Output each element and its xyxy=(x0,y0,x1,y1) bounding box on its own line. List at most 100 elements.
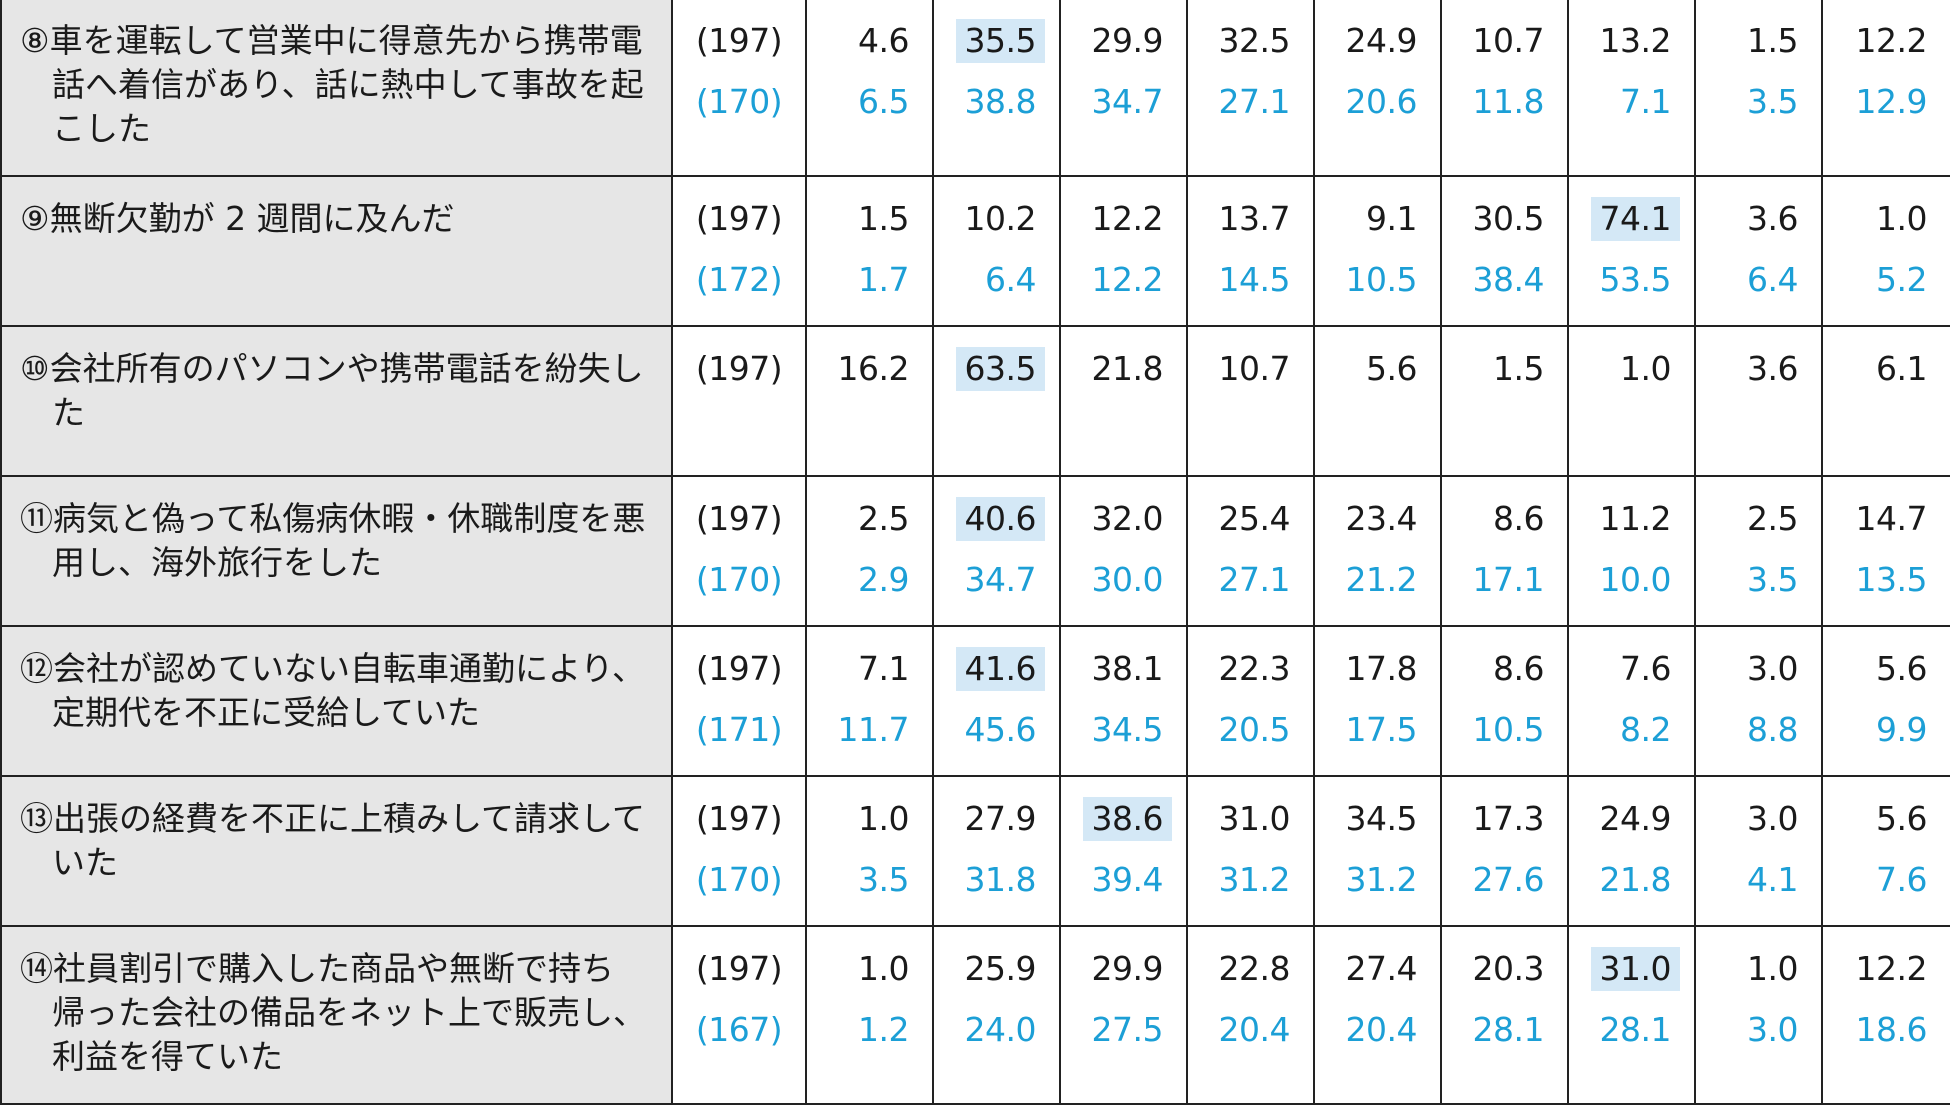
value-cell: 9.1 10.5 xyxy=(1313,175,1442,327)
value-cell: 1.0 1.2 xyxy=(805,925,934,1105)
value-bottom: 1.2 xyxy=(858,1010,909,1049)
highlighted-value-top: 31.0 xyxy=(1590,947,1680,991)
value-bottom: 7.6 xyxy=(1876,860,1927,899)
value-cell: 12.2 12.2 xyxy=(1059,175,1188,327)
row-label-cell: ⑪病気と偽って私傷病休暇・休職制度を悪 用し、海外旅行をした xyxy=(0,475,673,627)
value-bottom: 34.7 xyxy=(964,560,1037,599)
sample-size-top: (197) xyxy=(695,349,783,388)
value-bottom: 17.1 xyxy=(1472,560,1545,599)
row-label-line: いた xyxy=(52,843,118,882)
value-bottom: 12.2 xyxy=(1091,260,1164,299)
sample-size-top: (197) xyxy=(695,949,783,988)
value-cell: 8.6 10.5 xyxy=(1440,625,1569,777)
value-top: 7.6 xyxy=(1620,649,1671,688)
value-top: 3.0 xyxy=(1747,799,1798,838)
value-bottom: 14.5 xyxy=(1218,260,1291,299)
value-cell: 3.6 6.4 xyxy=(1694,175,1823,327)
value-top: 30.5 xyxy=(1472,199,1545,238)
value-cell: 1.5 3.5 xyxy=(1694,0,1823,177)
value-top: 2.5 xyxy=(1747,499,1798,538)
value-top: 5.6 xyxy=(1876,649,1927,688)
value-bottom: 53.5 xyxy=(1599,260,1672,299)
value-bottom: 11.7 xyxy=(837,710,910,749)
row-label-line: た xyxy=(52,393,85,432)
value-top: 20.3 xyxy=(1472,949,1545,988)
row-label-cell: ⑭社員割引で購入した商品や無断で持ち 帰った会社の備品をネット上で販売し、 利益を得… xyxy=(0,925,673,1105)
value-top: 4.6 xyxy=(858,21,909,60)
value-bottom: 27.6 xyxy=(1472,860,1545,899)
value-cell: 1.5 xyxy=(1440,325,1569,477)
sample-size-bottom: (170) xyxy=(695,860,783,899)
value-top: 12.2 xyxy=(1855,21,1928,60)
value-cell: 30.5 38.4 xyxy=(1440,175,1569,327)
value-bottom: 45.6 xyxy=(964,710,1037,749)
value-top: 38.1 xyxy=(1091,649,1164,688)
value-bottom: 8.2 xyxy=(1620,710,1671,749)
value-top: 21.8 xyxy=(1091,349,1164,388)
row-label: ⑧車を運転して営業中に得意先から携帯電 話へ着信があり、話に熱中して事故を起 こした xyxy=(2,0,671,151)
value-top: 25.9 xyxy=(964,949,1037,988)
sample-size-cell: (197) (170) xyxy=(671,775,807,927)
value-bottom: 6.4 xyxy=(985,260,1036,299)
value-bottom: 10.0 xyxy=(1599,560,1672,599)
value-top: 1.0 xyxy=(858,949,909,988)
table-row: ⑧車を運転して営業中に得意先から携帯電 話へ着信があり、話に熱中して事故を起 こした… xyxy=(0,0,1950,177)
sample-size-bottom: (167) xyxy=(695,1010,783,1049)
value-cell: 27.9 31.8 xyxy=(932,775,1061,927)
highlighted-value-top: 40.6 xyxy=(955,497,1045,541)
value-top: 6.1 xyxy=(1876,349,1927,388)
row-label-line: ⑫会社が認めていない自転車通勤により、 xyxy=(20,649,646,688)
value-top: 27.9 xyxy=(964,799,1037,838)
value-bottom: 20.4 xyxy=(1218,1010,1291,1049)
sample-size-cell: (197) (167) xyxy=(671,925,807,1105)
value-cell: 5.6 9.9 xyxy=(1821,625,1950,777)
value-bottom: 20.4 xyxy=(1345,1010,1418,1049)
row-label-cell: ⑨無断欠勤が 2 週間に及んだ xyxy=(0,175,673,327)
value-top: 29.9 xyxy=(1091,949,1164,988)
value-cell: 22.3 20.5 xyxy=(1186,625,1315,777)
value-cell: 1.5 1.7 xyxy=(805,175,934,327)
row-label-cell: ⑩会社所有のパソコンや携帯電話を紛失した xyxy=(0,325,673,477)
value-top: 3.6 xyxy=(1747,349,1798,388)
sample-size-top: (197) xyxy=(695,199,783,238)
value-top: 11.2 xyxy=(1599,499,1672,538)
value-top: 1.0 xyxy=(858,799,909,838)
value-bottom: 10.5 xyxy=(1345,260,1418,299)
table-row: ⑫会社が認めていない自転車通勤により、 定期代を不正に受給していた (197) (17… xyxy=(0,625,1950,777)
value-cell: 14.7 13.5 xyxy=(1821,475,1950,627)
value-bottom: 5.2 xyxy=(1876,260,1927,299)
value-top: 5.6 xyxy=(1876,799,1927,838)
sample-size-top: (197) xyxy=(695,21,783,60)
value-cell: 7.6 8.2 xyxy=(1567,625,1696,777)
sample-size-bottom: (170) xyxy=(695,82,783,121)
row-label-cell: ⑫会社が認めていない自転車通勤により、 定期代を不正に受給していた xyxy=(0,625,673,777)
value-bottom: 20.6 xyxy=(1345,82,1418,121)
value-top: 32.0 xyxy=(1091,499,1164,538)
table-row: ⑪病気と偽って私傷病休暇・休職制度を悪 用し、海外旅行をした (197) (170) 2… xyxy=(0,475,1950,627)
row-label-line: ⑨無断欠勤が 2 週間に及んだ xyxy=(20,199,455,238)
value-top: 27.4 xyxy=(1345,949,1418,988)
value-top: 17.3 xyxy=(1472,799,1545,838)
value-top: 10.7 xyxy=(1472,21,1545,60)
value-cell: 1.0 xyxy=(1567,325,1696,477)
highlighted-value-top: 35.5 xyxy=(955,19,1045,63)
table-row: ⑩会社所有のパソコンや携帯電話を紛失した (197) 16.2 63.5 21.8 10.… xyxy=(0,325,1950,477)
value-cell: 24.9 20.6 xyxy=(1313,0,1442,177)
value-bottom: 6.4 xyxy=(1747,260,1798,299)
value-bottom: 31.2 xyxy=(1345,860,1418,899)
value-bottom: 10.5 xyxy=(1472,710,1545,749)
row-label-line: 利益を得ていた xyxy=(52,1037,283,1076)
value-top: 12.2 xyxy=(1091,199,1164,238)
value-cell: 13.7 14.5 xyxy=(1186,175,1315,327)
value-cell: 27.4 20.4 xyxy=(1313,925,1442,1105)
value-cell: 4.6 6.5 xyxy=(805,0,934,177)
value-cell: 16.2 xyxy=(805,325,934,477)
value-bottom: 12.9 xyxy=(1855,82,1928,121)
value-top: 1.5 xyxy=(858,199,909,238)
value-cell: 35.5 38.8 xyxy=(932,0,1061,177)
row-label-line: ⑩会社所有のパソコンや携帯電話を紛失し xyxy=(20,349,644,388)
value-cell: 17.3 27.6 xyxy=(1440,775,1569,927)
value-cell: 1.0 3.0 xyxy=(1694,925,1823,1105)
row-label: ⑪病気と偽って私傷病休暇・休職制度を悪 用し、海外旅行をした xyxy=(2,477,671,585)
value-top: 8.6 xyxy=(1493,499,1544,538)
